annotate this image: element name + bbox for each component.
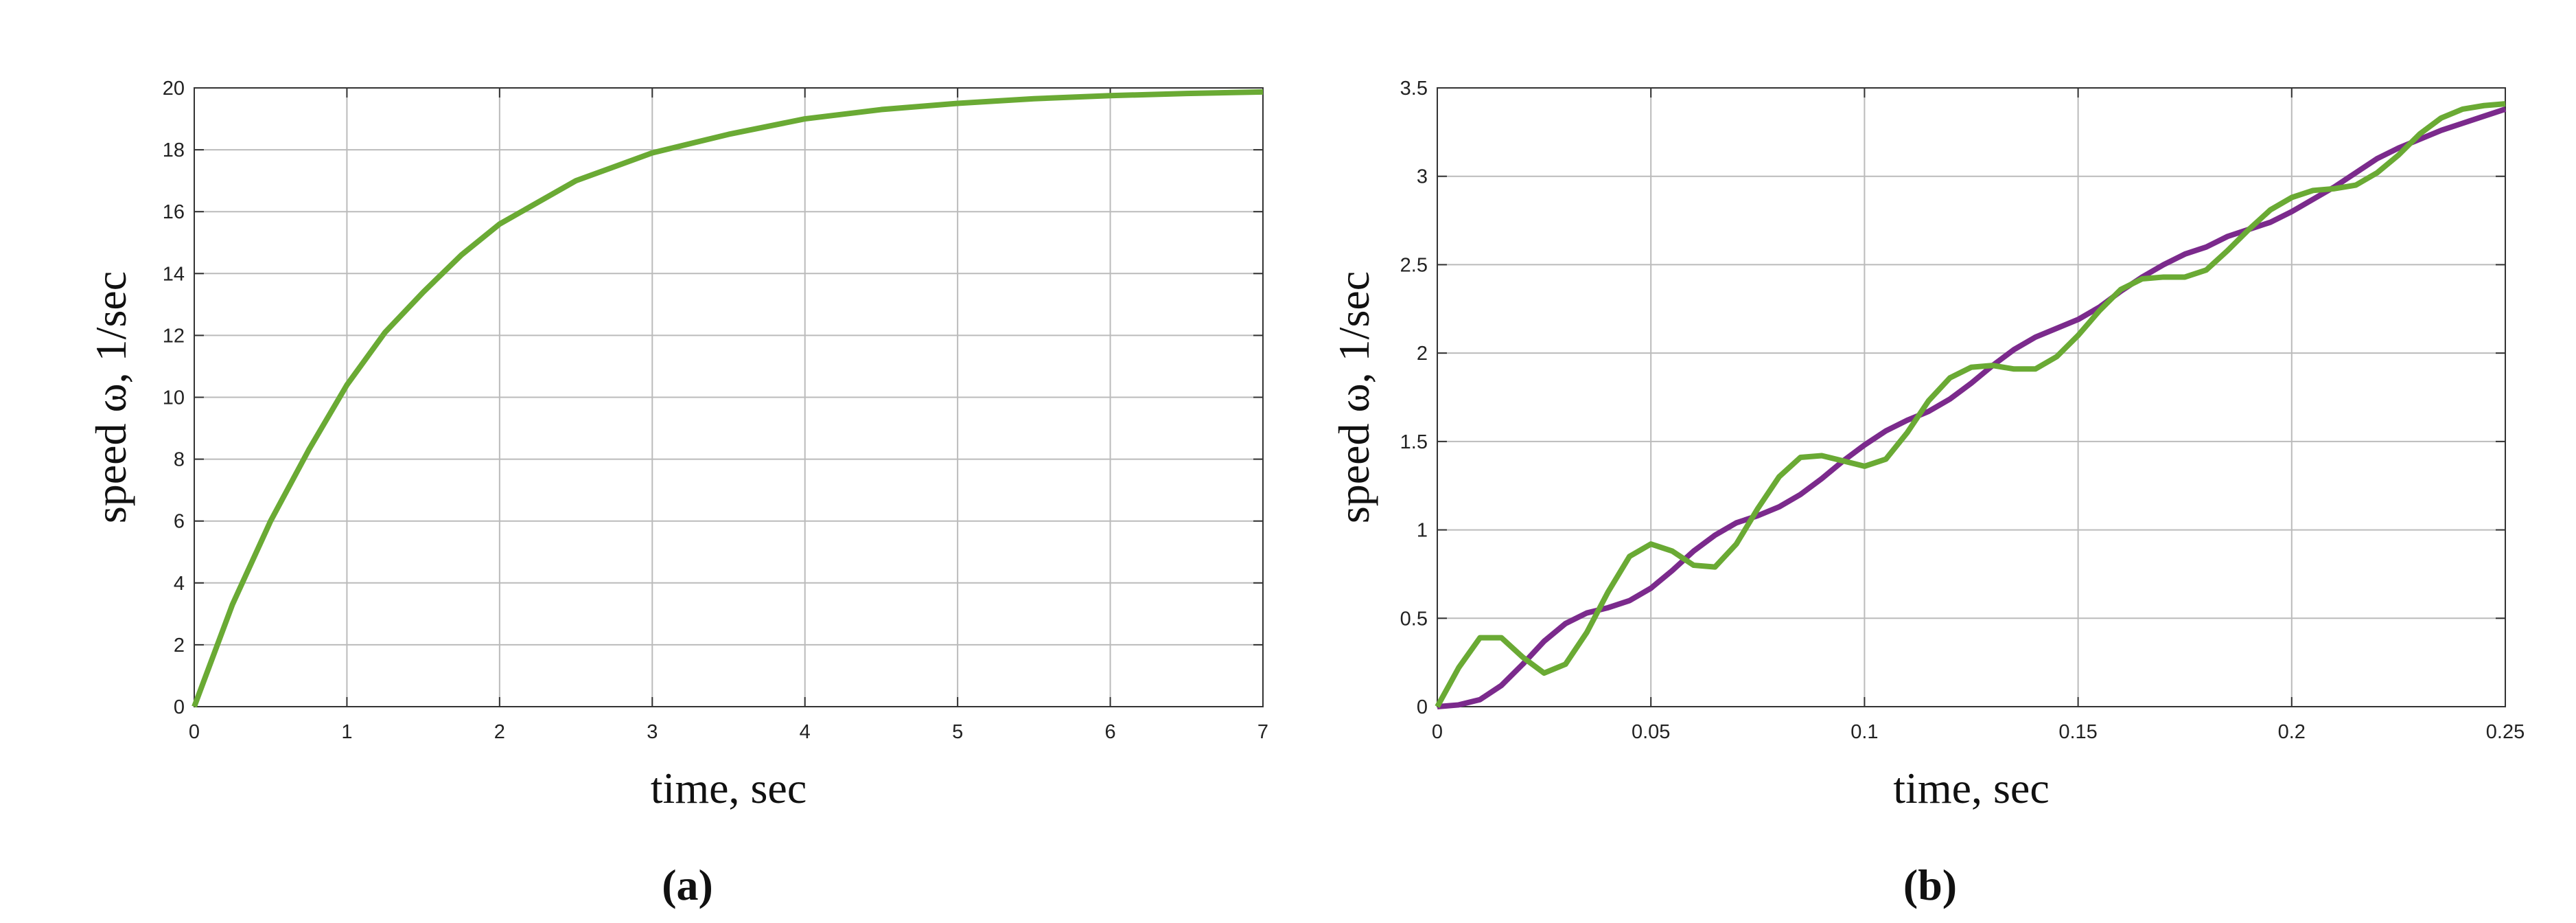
y-tick-label: 2.5 (1400, 254, 1428, 276)
y-tick-label: 6 (174, 511, 185, 533)
y-tick-label: 3 (1417, 166, 1428, 188)
x-tick-label: 6 (1105, 721, 1116, 743)
x-tick-label: 0.2 (2278, 721, 2306, 743)
y-tick-label: 20 (163, 78, 185, 100)
x-axis-label: time, sec (1893, 764, 2049, 812)
x-tick-label: 1 (341, 721, 352, 743)
y-tick-label: 4 (174, 573, 185, 595)
x-axis-label: time, sec (651, 764, 807, 812)
y-tick-label: 16 (163, 201, 185, 223)
panel-label: (b) (1903, 861, 1957, 909)
data-line (1435, 101, 2506, 708)
y-tick-label: 0 (174, 696, 185, 718)
y-tick-label: 1.5 (1400, 431, 1428, 453)
y-tick-label: 10 (163, 387, 185, 409)
y-tick-label: 8 (174, 449, 185, 471)
x-tick-label: 7 (1257, 721, 1268, 743)
y-tick-label: 1 (1417, 520, 1428, 542)
x-tick-label: 0.15 (2058, 721, 2097, 743)
x-tick-label: 2 (494, 721, 505, 743)
y-axis-label: speed ω, 1/sec (1330, 271, 1378, 523)
y-axis-label: speed ω, 1/sec (86, 271, 135, 523)
x-tick-label: 0.1 (1850, 721, 1878, 743)
y-tick-label: 14 (163, 263, 185, 285)
x-tick-label: 0 (1432, 721, 1443, 743)
x-tick-label: 3 (647, 721, 658, 743)
y-tick-label: 12 (163, 325, 185, 347)
x-tick-label: 0.05 (1632, 721, 1670, 743)
x-tick-label: 0 (189, 721, 200, 743)
y-tick-label: 2 (1417, 343, 1428, 365)
panel-label: (a) (662, 861, 713, 909)
x-tick-label: 0.25 (2486, 721, 2525, 743)
y-tick-label: 0.5 (1400, 608, 1428, 630)
y-tick-label: 0 (1417, 696, 1428, 718)
plot-frame (194, 87, 1264, 707)
x-tick-label: 5 (952, 721, 963, 743)
x-tick-label: 4 (800, 721, 811, 743)
y-tick-label: 3.5 (1400, 78, 1428, 100)
plot-frame (1437, 87, 2506, 707)
data-line (192, 89, 1264, 708)
y-tick-label: 2 (174, 635, 185, 657)
y-tick-label: 18 (163, 139, 185, 161)
